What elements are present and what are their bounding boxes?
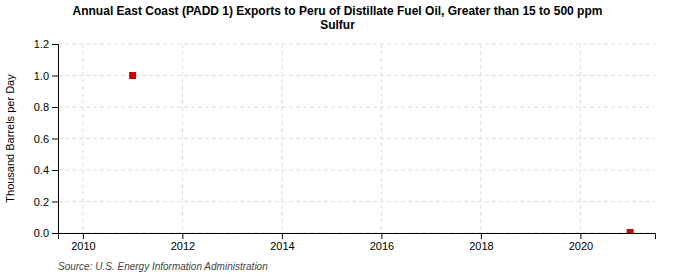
grid-line-x — [182, 44, 183, 233]
x-axis-tick-mark — [282, 233, 283, 239]
grid-line-y — [58, 107, 655, 108]
grid-line-y — [58, 75, 655, 76]
y-axis-tick: 0.8 — [34, 101, 58, 113]
grid-line-x — [580, 44, 581, 233]
source: Source: U.S. Energy Information Administ… — [58, 261, 268, 272]
grid-line-y — [58, 138, 655, 139]
y-axis-tick-mark — [52, 233, 58, 234]
x-axis-tick-mark — [381, 233, 382, 239]
y-axis-tick-label: 1.0 — [34, 70, 49, 82]
grid-line-x — [480, 44, 481, 233]
x-axis-tick-mark — [481, 233, 482, 239]
y-axis-tick: 0.2 — [34, 196, 58, 208]
y-axis-tick-label: 0.4 — [34, 164, 49, 176]
points — [129, 72, 634, 233]
y-axis-tick: 0.0 — [34, 227, 58, 239]
x-axis-line — [59, 234, 656, 240]
x-axis-tick-label: 2014 — [270, 240, 294, 252]
x-axis-tick: 2014 — [270, 233, 294, 252]
x-axis-tick-label: 2020 — [569, 240, 593, 252]
grid-line-x — [281, 44, 282, 233]
y-axis-title: Thousand Barrels per Day — [4, 74, 16, 203]
y-axis-tick-label: 0.0 — [34, 227, 49, 239]
x-axis-tick-label: 2018 — [469, 240, 493, 252]
plot: 2010 2012 2014 2016 2018 2020 0.0 0.2 0.4 0.6 0.8 1… — [34, 38, 656, 252]
y-axis: 0.0 0.2 0.4 0.6 0.8 1.0 1.2 — [34, 38, 59, 239]
x-axis-tick: 2010 — [71, 233, 95, 252]
grid-line-x — [82, 44, 83, 233]
grid-line-y — [58, 201, 655, 202]
y-axis-tick-mark — [52, 202, 58, 203]
y-axis-tick-label: 0.2 — [34, 196, 49, 208]
x-axis-tick-mark — [83, 233, 84, 239]
x-axis-tick: 2020 — [569, 233, 593, 252]
y-axis-tick: 0.4 — [34, 164, 58, 176]
x-axis-tick-mark — [580, 233, 581, 239]
x-axis: 2010 2012 2014 2016 2018 2020 — [59, 233, 656, 252]
x-axis-tick-label: 2010 — [71, 240, 95, 252]
y-axis-tick-label: 0.6 — [34, 133, 49, 145]
y-axis-tick-label: 1.2 — [34, 38, 49, 50]
y-axis-line — [52, 45, 59, 234]
grid-line-x — [381, 44, 382, 233]
y-axis-tick-mark — [52, 107, 58, 108]
point — [627, 229, 634, 233]
y-axis-tick-mark — [52, 76, 58, 77]
y-axis-tick: 0.6 — [34, 133, 58, 145]
x-axis-tick: 2016 — [370, 233, 394, 252]
x-axis-tick-label: 2012 — [171, 240, 195, 252]
title: Annual East Coast (PADD 1) Exports to Pe… — [73, 4, 603, 32]
y-axis-tick: 1.2 — [34, 38, 58, 50]
y-axis-tick: 1.0 — [34, 70, 58, 82]
point — [129, 72, 136, 79]
x-axis-tick-label: 2016 — [370, 240, 394, 252]
chart: 2010 2012 2014 2016 2018 2020 0.0 0.2 0.4 0.6 0.8 1… — [0, 0, 675, 275]
y-axis-tick-mark — [52, 44, 58, 45]
grid-line-y — [58, 170, 655, 171]
grid-line-y — [58, 44, 655, 45]
grid — [58, 44, 655, 233]
y-axis-tick-label: 0.8 — [34, 101, 49, 113]
x-axis-tick: 2012 — [171, 233, 195, 252]
x-axis-tick-mark — [182, 233, 183, 239]
x-axis-tick: 2018 — [469, 233, 493, 252]
y-axis-tick-mark — [52, 170, 58, 171]
y-axis-tick-mark — [52, 139, 58, 140]
